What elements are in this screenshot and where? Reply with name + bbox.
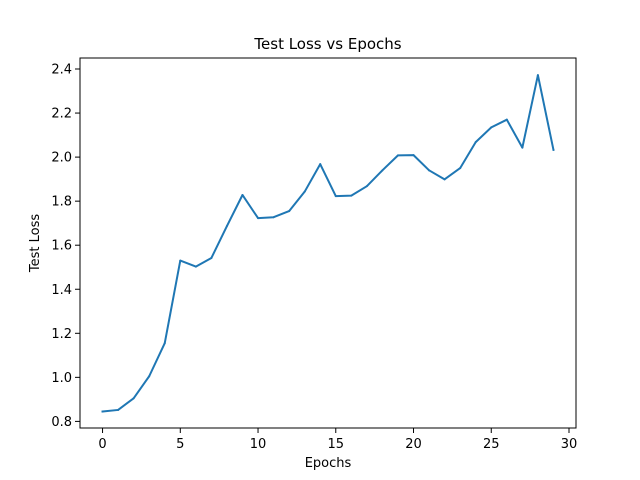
data-point [163, 342, 166, 345]
data-point [474, 141, 477, 144]
data-point [334, 195, 337, 198]
y-axis: 0.8 1.0 1.2 1.4 1.6 1.8 2.0 2.2 2.4 [51, 63, 80, 430]
data-point [381, 169, 384, 172]
y-tick-label: 0.8 [51, 415, 72, 430]
data-point [303, 190, 306, 193]
y-tick-label: 2.4 [51, 63, 72, 78]
data-point [350, 194, 353, 197]
data-point [101, 410, 104, 413]
data-point [225, 225, 228, 228]
plot-frame [79, 57, 577, 429]
data-point [210, 256, 213, 259]
x-tick-label: 5 [176, 437, 184, 452]
x-tick-label: 0 [98, 437, 106, 452]
data-point [257, 217, 260, 220]
x-tick-label: 15 [328, 437, 345, 452]
data-point [536, 74, 539, 77]
data-point [428, 169, 431, 172]
data-point [505, 118, 508, 121]
data-point [459, 167, 462, 170]
data-point [396, 154, 399, 157]
x-axis-label: Epochs [305, 456, 352, 471]
data-point [443, 178, 446, 181]
data-point [521, 146, 524, 149]
y-tick-label: 2.0 [51, 151, 72, 166]
data-point [365, 185, 368, 188]
data-point [179, 259, 182, 262]
y-tick-label: 1.2 [51, 327, 72, 342]
y-tick-label: 1.0 [51, 371, 72, 386]
y-tick-label: 1.8 [51, 195, 72, 210]
x-tick-label: 20 [405, 437, 422, 452]
series-line [101, 74, 555, 413]
data-point [194, 265, 197, 268]
data-point [148, 375, 151, 378]
data-point [272, 216, 275, 219]
y-tick-label: 2.2 [51, 107, 72, 122]
x-tick-label: 30 [561, 437, 578, 452]
y-tick-label: 1.6 [51, 239, 72, 254]
plot-area [80, 58, 576, 428]
data-point [241, 193, 244, 196]
x-tick-label: 10 [250, 437, 267, 452]
data-point [552, 148, 555, 151]
x-tick-label: 25 [483, 437, 500, 452]
data-point [490, 126, 493, 129]
x-axis: 0 5 10 15 20 25 30 [98, 428, 577, 452]
data-point [132, 397, 135, 400]
data-point [412, 154, 415, 157]
y-tick-label: 1.4 [51, 283, 72, 298]
data-point [319, 163, 322, 166]
y-axis-label: Test Loss [28, 214, 43, 273]
chart-title: Test Loss vs Epochs [253, 35, 401, 53]
data-point [117, 408, 120, 411]
series-layer [101, 74, 555, 413]
data-point [288, 210, 291, 213]
